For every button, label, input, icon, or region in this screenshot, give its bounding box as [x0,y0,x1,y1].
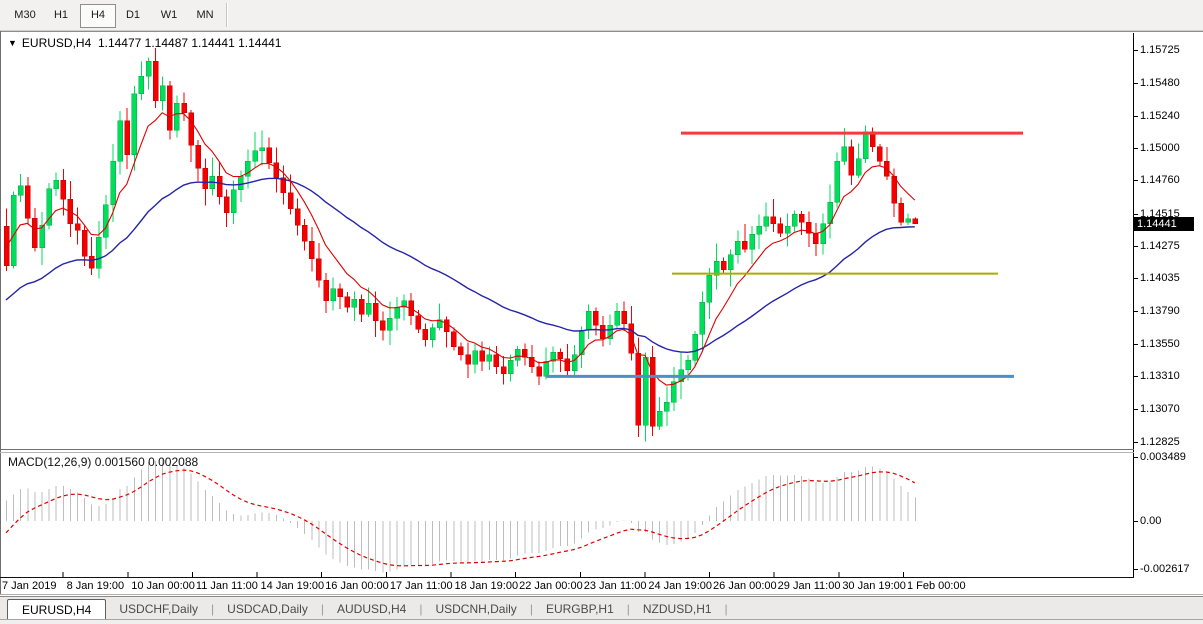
chart-tab-audusd[interactable]: AUDUSD,H4 [336,602,407,616]
macd-tick-label: 0.00 [1140,515,1162,527]
price-tick-label: 1.15725 [1140,44,1180,56]
timeframe-button-mn[interactable]: MN [196,9,214,21]
chart-tab-eurgbp[interactable]: EURGBP,H1 [545,602,614,616]
timeframe-button-h1[interactable]: H1 [53,9,69,21]
time-tick-label: 24 Jan 19:00 [648,580,713,592]
chart-tab-nzdusd[interactable]: NZDUSD,H1 [642,602,712,616]
price-tick-label: 1.15000 [1140,142,1180,154]
time-tick-label: 16 Jan 00:00 [325,580,389,592]
time-tick-label: 22 Jan 00:00 [519,580,583,592]
current-price-badge: 1.14441 [1134,217,1194,231]
time-tick-label: 17 Jan 11:00 [389,580,453,592]
price-tick-label: 1.13310 [1140,370,1180,382]
chart-window-border-bottom [0,594,1203,595]
price-tick-label: 1.13550 [1140,338,1180,350]
tab-bar-lower-strip [0,620,1203,624]
tab-separator: | [419,602,423,616]
chart-tab-bar: EURUSD,H4 USDCHF,Daily | USDCAD,Daily | AUDUS… [0,596,1203,624]
price-tick-label: 1.15240 [1140,110,1180,122]
chart-title-ohlc: 1.14477 1.14487 1.14441 1.14441 [97,36,282,50]
time-tick-label: 30 Jan 19:00 [842,580,906,592]
time-tick-label: 7 Jan 2019 [2,580,57,592]
timeframe-button-h4[interactable]: H4 [80,4,116,28]
macd-tick-label: 0.003489 [1140,451,1186,463]
chart-tab-eurusd[interactable]: EURUSD,H4 [7,599,107,620]
time-tick-label: 18 Jan 19:00 [454,580,519,592]
toolbar-separator [226,3,228,27]
tab-bar-underline [0,619,1203,620]
time-tick-label: 1 Feb 00:00 [906,580,966,592]
timeframe-toolbar: M30 H1 H4 D1 W1 MN [0,0,1203,31]
chart-tab-usdchf[interactable]: USDCHF,Daily [119,602,199,616]
price-tick-label: 1.14760 [1140,174,1180,186]
price-tick-label: 1.15480 [1140,77,1180,89]
time-tick-label: 11 Jan 11:00 [195,580,258,592]
time-tick-label: 10 Jan 00:00 [131,580,195,592]
price-tick-label: 1.14275 [1140,240,1180,252]
tab-separator: | [320,602,324,616]
chart-title-symbol: EURUSD,H4 [21,36,92,50]
time-axis-line [0,577,1134,578]
price-tick-label: 1.13790 [1140,305,1180,317]
chart-window[interactable] [0,31,1203,595]
symbol-dropdown-icon[interactable]: ▼ [8,38,17,48]
pane-separator-inner [0,452,1134,453]
macd-main-value: 0.001560 [94,455,145,469]
time-tick-label: 8 Jan 19:00 [66,580,125,592]
chart-tab-usdcad[interactable]: USDCAD,Daily [227,602,308,616]
chart-window-border-top [0,31,1203,32]
time-tick-label: 26 Jan 00:00 [713,580,777,592]
pane-separator[interactable] [0,449,1134,450]
time-tick-label: 29 Jan 11:00 [777,580,841,592]
timeframe-button-d1[interactable]: D1 [125,9,141,21]
chart-title: ▼ EURUSD,H4 1.14477 1.14487 1.14441 1.144… [8,36,281,50]
chart-window-border-left [0,31,1,594]
tab-separator: | [724,602,728,616]
tab-separator: | [626,602,630,616]
timeframe-button-m30[interactable]: M30 [14,9,36,21]
tab-separator: | [211,602,215,616]
macd-indicator-label: MACD(12,26,9) 0.001560 0.002088 [8,455,199,469]
chart-tab-usdcnh[interactable]: USDCNH,Daily [435,602,517,616]
price-tick-label: 1.13070 [1140,403,1180,415]
timeframe-button-w1[interactable]: W1 [160,9,178,21]
price-tick-label: 1.12825 [1140,436,1180,448]
time-tick-label: 23 Jan 11:00 [583,580,647,592]
time-tick-label: 14 Jan 19:00 [260,580,325,592]
macd-signal-value: 0.002088 [148,455,199,469]
tab-separator: | [529,602,533,616]
price-tick-label: 1.14035 [1140,272,1180,284]
macd-tick-label: -0.002617 [1140,563,1190,575]
